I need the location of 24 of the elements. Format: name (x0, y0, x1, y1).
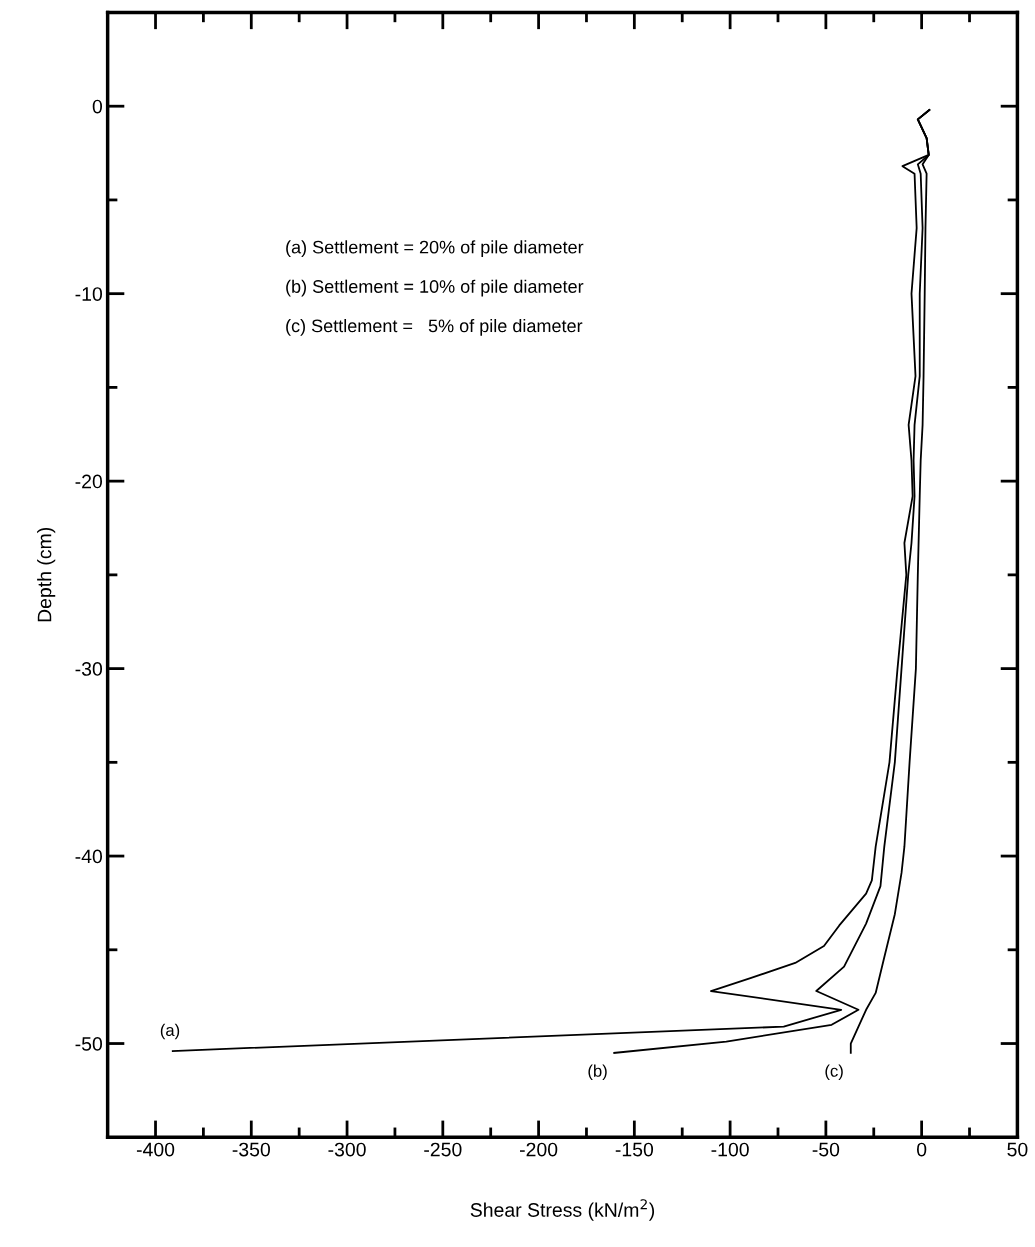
y-tick-label: -20 (75, 474, 103, 489)
x-tick-label: -100 (711, 1142, 749, 1157)
y-tick-label: -10 (75, 287, 103, 301)
x-tick-label: -400 (136, 1142, 175, 1157)
series-label: (a) (160, 1023, 180, 1040)
x-tick-label: 0 (916, 1142, 927, 1157)
series-label: (b) (588, 1064, 607, 1081)
y-tick-label: 0 (92, 99, 103, 114)
x-tick-label: -300 (328, 1142, 366, 1157)
x-tick-label: -150 (615, 1142, 654, 1157)
y-tick-label: -50 (75, 1037, 103, 1051)
x-tick-label: -50 (812, 1142, 840, 1157)
x-tick-label: -250 (424, 1142, 462, 1157)
x-axis-title: Shear Stress (kN/m$^{2}$) (470, 1199, 655, 1221)
x-tick-label: 50 (1007, 1142, 1028, 1157)
annotation: (c) Settlement = 5% of pile diameter (286, 319, 583, 336)
annotation: (a) Settlement = 20% of pile diameter (286, 240, 584, 258)
series-label: (c) (825, 1064, 843, 1081)
y-tick-label: -30 (75, 662, 103, 676)
y-axis-title: Depth (cm) (37, 527, 56, 622)
x-tick-label: -200 (519, 1142, 558, 1157)
x-tick-label: -350 (232, 1142, 270, 1157)
annotation: (b) Settlement = 10% of pile diameter (286, 279, 584, 297)
y-tick-label: -40 (75, 849, 103, 864)
